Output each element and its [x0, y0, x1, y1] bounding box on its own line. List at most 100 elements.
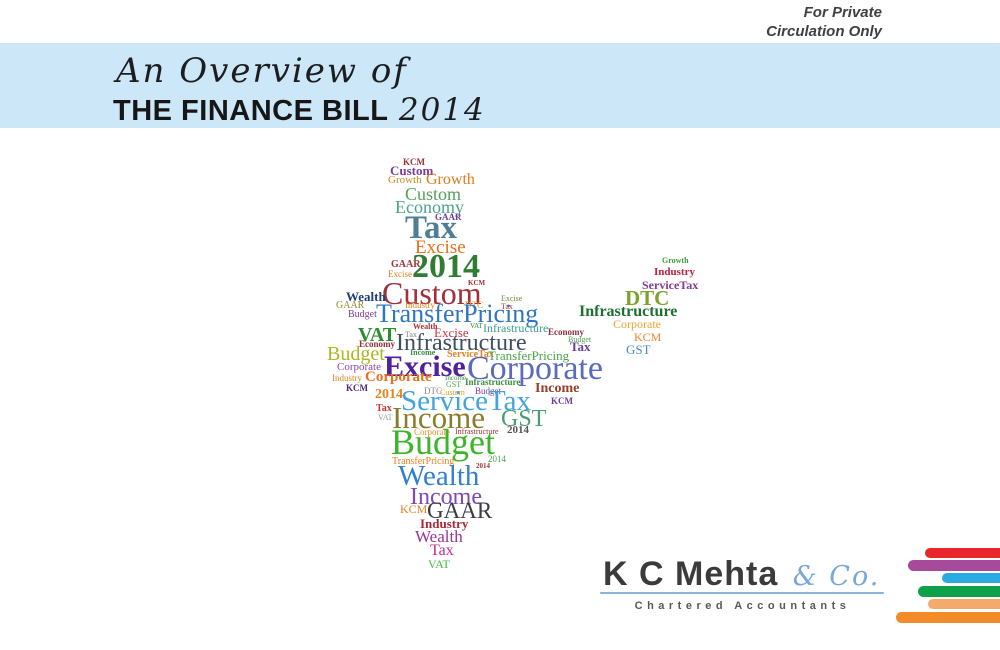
cloud-word: 2014 — [412, 248, 480, 285]
cloud-word: VAT — [378, 413, 393, 422]
finance-bill-title: THE FINANCE BILL — [113, 95, 389, 127]
logo-bar — [918, 586, 1000, 597]
logo-underline — [600, 592, 884, 594]
banner-overview-text: An Overview of — [116, 51, 408, 91]
cloud-word: Budget — [391, 422, 495, 462]
cloud-word: Income — [535, 381, 580, 396]
cloud-word: Tax — [570, 339, 591, 354]
cloud-word: Wealth — [398, 460, 480, 492]
cloud-word: Tax — [501, 302, 513, 311]
finance-bill-year: 2014 — [398, 92, 486, 128]
cloud-word: Budget — [475, 386, 501, 396]
cloud-word: 2014 — [476, 462, 490, 470]
cloud-word: Budget — [327, 343, 385, 365]
cloud-word: 2014 — [488, 454, 506, 464]
cloud-word: Infrastructure — [579, 303, 678, 320]
cloud-word: KCM — [551, 396, 573, 406]
cloud-word: Tax — [405, 330, 417, 339]
cloud-word: DTC — [465, 300, 483, 310]
cloud-word: Tax — [405, 210, 457, 246]
cloud-word: DTC — [424, 386, 442, 396]
cloud-word: Corporate — [613, 317, 661, 331]
cloud-word: Wealth — [346, 289, 386, 304]
cloud-word: Corporate — [337, 361, 381, 373]
cloud-word: VAT — [358, 324, 397, 346]
circulation-note-line2: Circulation Only — [766, 22, 882, 40]
banner-title-line: THE FINANCE BILL 2014 — [113, 92, 486, 128]
logo-bar — [896, 612, 1000, 623]
logo-bar — [942, 573, 1000, 583]
cloud-word: Income — [410, 348, 436, 357]
cloud-word: KCM — [400, 502, 428, 516]
cloud-word: TransferPricing — [488, 348, 570, 363]
cloud-word: Corporate — [414, 427, 450, 437]
cloud-word: Industry — [405, 300, 435, 310]
cloud-word: GAAR — [336, 300, 365, 311]
cloud-word: Custom — [390, 163, 434, 178]
cloud-word: Infrastructure — [465, 377, 521, 387]
cloud-word: Wealth — [413, 322, 438, 331]
cloud-word: Income — [445, 374, 466, 382]
cloud-word: Custom — [440, 388, 465, 397]
cloud-word: Custom — [405, 184, 462, 204]
logo-bar — [908, 560, 1000, 571]
circulation-note: For Private Circulation Only — [766, 4, 882, 42]
logo-bar — [928, 599, 1000, 609]
cloud-word: VAT — [428, 557, 450, 571]
cloud-word: KCM — [468, 279, 486, 287]
cloud-word: ServiceTax — [447, 349, 494, 360]
cloud-word: Budget — [348, 309, 377, 320]
cloud-word: Economy — [548, 327, 584, 337]
cloud-word: Excise — [384, 350, 466, 383]
cloud-word: Excise — [501, 294, 523, 303]
cloud-word: ServiceTax — [642, 278, 699, 292]
cloud-word: GST — [501, 406, 547, 432]
logo-bar — [925, 548, 1000, 558]
cloud-word: KCM — [346, 383, 368, 393]
cloud-word: DTC — [625, 286, 670, 310]
cloud-word: Tax — [430, 542, 454, 559]
cloud-word: GST — [446, 380, 462, 389]
firm-logo: K C Mehta & Co. — [603, 555, 880, 594]
cloud-word: Wealth — [415, 527, 463, 546]
cloud-word: Corporate — [365, 369, 432, 385]
cloud-word: Custom — [382, 275, 482, 311]
cloud-word: Corporate — [467, 350, 603, 387]
cloud-word: Growth — [388, 174, 422, 186]
cloud-word: KCM — [403, 157, 425, 167]
cloud-word: VAT — [470, 322, 483, 330]
cloud-word: Industry — [332, 373, 362, 383]
cloud-word: Industry — [420, 516, 469, 531]
cloud-word: Industry — [654, 266, 695, 278]
firm-name: K C Mehta — [603, 555, 779, 593]
cloud-word: Income — [410, 484, 482, 510]
cloud-word: KCM — [634, 330, 662, 344]
cloud-word: Infrastructure — [396, 330, 527, 356]
cloud-word: GAAR — [391, 259, 421, 270]
cloud-word: Excise — [388, 269, 412, 279]
cloud-word: ServiceTax — [401, 385, 532, 417]
cloud-word: Growth — [662, 256, 689, 265]
cloud-word: TransferPricing — [392, 456, 455, 467]
firm-tagline: Chartered Accountants — [634, 600, 851, 612]
cloud-word: GAAR — [435, 212, 462, 222]
cloud-word: Economy — [395, 197, 464, 217]
cloud-word: TransferPricing — [376, 299, 539, 328]
cloud-word: Excise — [415, 237, 466, 258]
cloud-word: Growth — [426, 171, 475, 188]
cloud-word: GAAR — [427, 498, 493, 523]
firm-suffix: & Co. — [792, 561, 881, 592]
cloud-word: Infrastructure — [455, 427, 499, 436]
cloud-word: Budget — [568, 335, 592, 344]
cloud-word: Excise — [434, 325, 469, 340]
cloud-word: Tax — [376, 403, 392, 414]
cloud-word: Infrastructure — [483, 321, 549, 335]
title-banner: An Overview of THE FINANCE BILL 2014 — [0, 43, 1000, 128]
circulation-note-line1: For Private — [803, 4, 882, 21]
cloud-word: Income — [392, 400, 485, 435]
cloud-word: GST — [626, 342, 651, 357]
cloud-word: 2014 — [507, 424, 529, 436]
cloud-word: Economy — [359, 339, 395, 349]
